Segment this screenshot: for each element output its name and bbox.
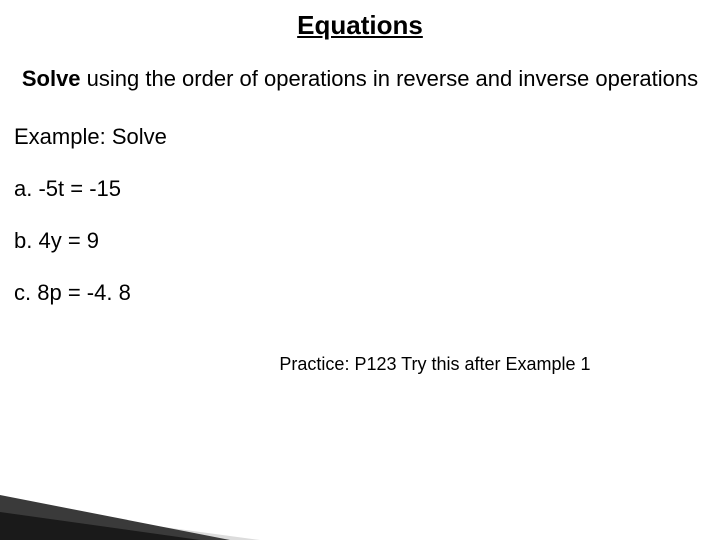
example-list: a. -5t = -15 b. 4y = 9 c. 8p = -4. 8 xyxy=(0,176,720,306)
item-marker: c. xyxy=(14,280,31,305)
deco-shape-dark xyxy=(0,512,200,540)
item-text: 4y = 9 xyxy=(38,228,99,253)
example-label: Example: Solve xyxy=(0,124,720,150)
item-marker: a. xyxy=(14,176,32,201)
item-marker: b. xyxy=(14,228,32,253)
list-item: c. 8p = -4. 8 xyxy=(14,280,720,306)
practice-text: Practice: P123 Try this after Example 1 xyxy=(0,354,720,375)
instruction-text: Solve using the order of operations in r… xyxy=(0,65,720,94)
item-text: 8p = -4. 8 xyxy=(37,280,131,305)
instruction-lead: Solve xyxy=(22,66,81,91)
page-title: Equations xyxy=(0,0,720,41)
list-item: a. -5t = -15 xyxy=(14,176,720,202)
deco-shape-light xyxy=(0,505,260,540)
list-item: b. 4y = 9 xyxy=(14,228,720,254)
deco-shape-dark2 xyxy=(0,495,230,540)
corner-decoration-icon xyxy=(0,480,300,540)
slide: Equations Solve using the order of opera… xyxy=(0,0,720,540)
item-text: -5t = -15 xyxy=(38,176,121,201)
instruction-rest: using the order of operations in reverse… xyxy=(81,66,699,91)
